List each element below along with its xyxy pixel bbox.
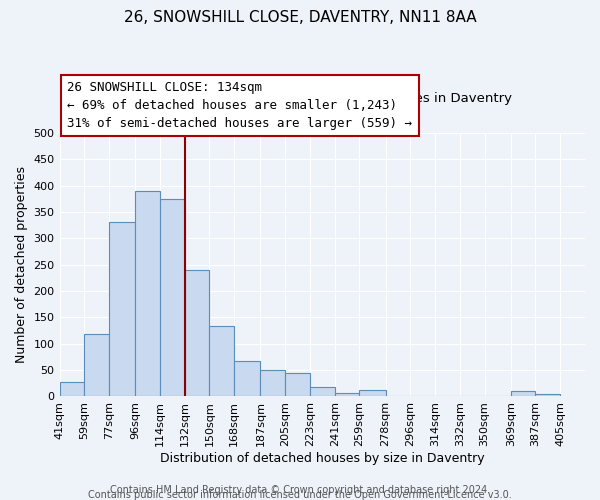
Bar	[359, 390, 386, 396]
X-axis label: Distribution of detached houses by size in Daventry: Distribution of detached houses by size …	[160, 452, 485, 465]
Title: Size of property relative to detached houses in Daventry: Size of property relative to detached ho…	[133, 92, 512, 106]
Y-axis label: Number of detached properties: Number of detached properties	[15, 166, 28, 363]
Text: 26 SNOWSHILL CLOSE: 134sqm
← 69% of detached houses are smaller (1,243)
31% of s: 26 SNOWSHILL CLOSE: 134sqm ← 69% of deta…	[67, 81, 412, 130]
Bar	[85, 334, 109, 396]
Bar	[335, 393, 359, 396]
Text: Contains HM Land Registry data © Crown copyright and database right 2024.: Contains HM Land Registry data © Crown c…	[110, 485, 490, 495]
Bar	[160, 199, 185, 396]
Text: 26, SNOWSHILL CLOSE, DAVENTRY, NN11 8AA: 26, SNOWSHILL CLOSE, DAVENTRY, NN11 8AA	[124, 10, 476, 25]
Bar	[185, 270, 209, 396]
Bar	[511, 391, 535, 396]
Bar	[535, 394, 560, 396]
Bar	[260, 370, 285, 396]
Bar	[285, 372, 310, 396]
Bar	[234, 361, 260, 396]
Bar	[59, 382, 85, 396]
Text: Contains public sector information licensed under the Open Government Licence v3: Contains public sector information licen…	[88, 490, 512, 500]
Bar	[109, 222, 135, 396]
Bar	[135, 191, 160, 396]
Bar	[209, 326, 234, 396]
Bar	[310, 387, 335, 396]
